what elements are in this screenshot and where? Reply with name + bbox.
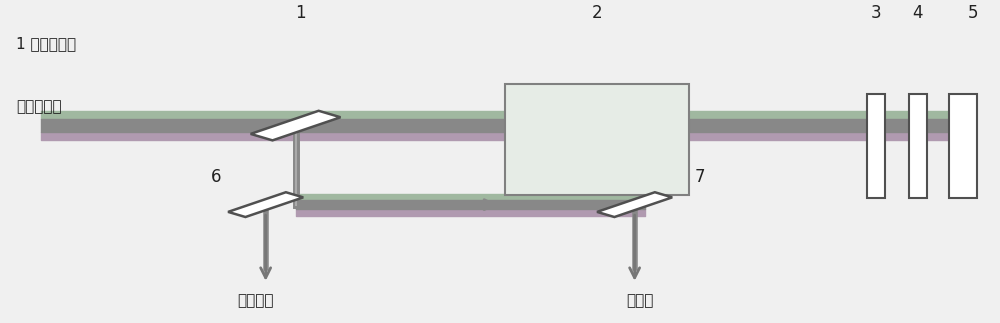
Polygon shape	[597, 192, 672, 217]
Bar	[505, 85, 689, 195]
Bar	[867, 94, 885, 198]
Text: 5: 5	[967, 4, 978, 22]
Text: 剩余基频光: 剩余基频光	[16, 99, 62, 114]
Text: 7: 7	[694, 169, 705, 186]
Text: 倍频光: 倍频光	[626, 294, 653, 308]
Polygon shape	[251, 111, 341, 141]
Text: 3: 3	[871, 4, 881, 22]
Text: 2: 2	[592, 4, 603, 22]
Text: 6: 6	[211, 169, 221, 186]
Text: 三倍频光: 三倍频光	[237, 294, 274, 308]
Text: 1: 1	[295, 4, 306, 22]
Polygon shape	[228, 192, 303, 217]
Text: 4: 4	[913, 4, 923, 22]
Bar	[949, 94, 977, 198]
Bar	[909, 94, 927, 198]
Text: 1 微米基频光: 1 微米基频光	[16, 36, 76, 51]
